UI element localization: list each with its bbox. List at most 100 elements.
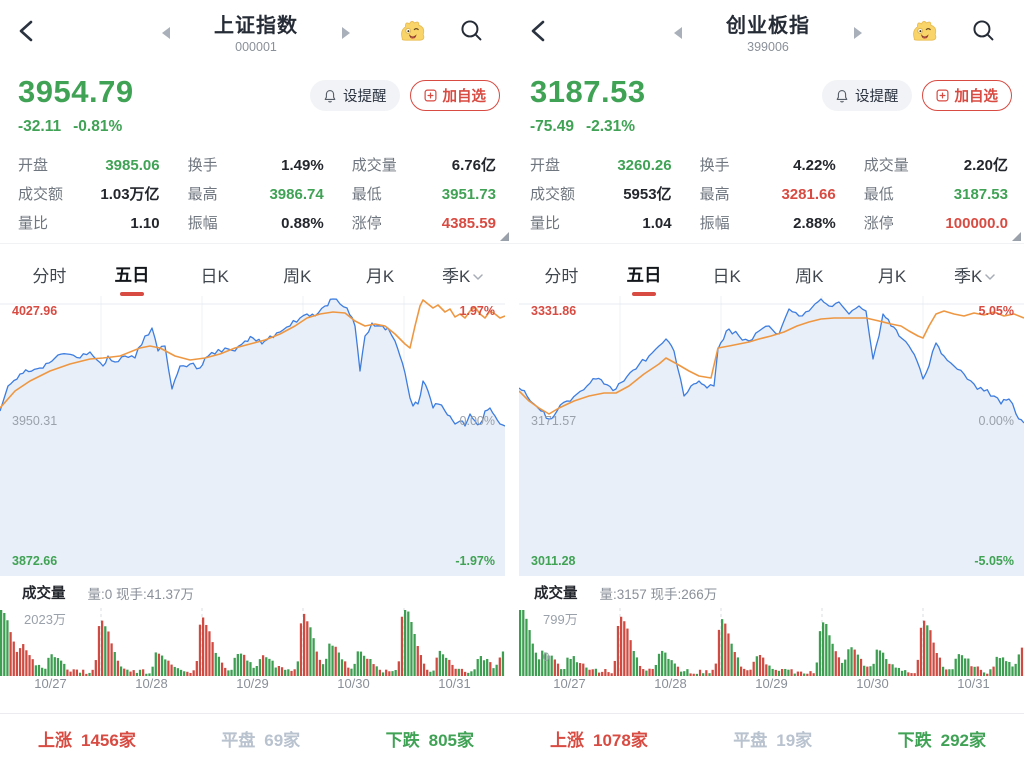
stat-label: 振幅 <box>699 215 730 232</box>
tab-2[interactable]: 日K <box>173 254 256 287</box>
stat-label: 开盘 <box>18 157 49 174</box>
action-buttons: 设提醒 加自选 <box>310 80 500 111</box>
x-axis: 10/27 10/28 10/29 10/30 10/31 <box>0 676 505 694</box>
volume-chart[interactable]: 799万 0 <box>519 606 1024 676</box>
index-price: 3187.53 <box>530 74 646 109</box>
change-value: -32.11 <box>18 118 62 135</box>
stat-value: 3986.74 <box>269 186 324 203</box>
chart-pct-mid-label: 0.00% <box>978 414 1014 428</box>
tab-label: 月K <box>877 267 907 286</box>
stat-label: 量比 <box>530 215 561 232</box>
tab-1[interactable]: 五日 <box>603 254 686 296</box>
x-axis-label: 10/31 <box>438 676 471 691</box>
tab-1[interactable]: 五日 <box>91 254 174 296</box>
stat-label: 成交额 <box>18 186 64 203</box>
stat-value: 3985.06 <box>105 157 160 174</box>
chart-mid-label: 3171.57 <box>531 414 577 428</box>
index-title: 上证指数 <box>214 15 298 37</box>
decliners-label: 下跌 <box>385 730 420 750</box>
x-axis-label: 10/29 <box>755 676 788 691</box>
x-axis-label: 10/29 <box>236 676 269 691</box>
stat-value: 3260.26 <box>617 157 672 174</box>
mascot-icon[interactable] <box>398 16 428 44</box>
set-alert-button[interactable]: 设提醒 <box>310 80 400 111</box>
stat-cell: 量比 1.10 <box>18 212 160 233</box>
change-percent: -0.81% <box>73 118 123 135</box>
volume-header: 成交量 量:0 现手:41.37万 <box>0 579 512 606</box>
chart-high-label: 3331.86 <box>531 304 577 318</box>
market-breadth: 上涨 1456家 平盘 69家 下跌 805家 <box>0 713 512 757</box>
x-axis-label: 10/27 <box>34 676 67 691</box>
tab-label: 五日 <box>626 265 662 285</box>
prev-index-arrow-icon[interactable] <box>674 27 682 39</box>
back-icon[interactable] <box>16 19 36 43</box>
advancers-count: 1456家 <box>81 730 136 750</box>
set-alert-button[interactable]: 设提醒 <box>822 80 912 111</box>
expand-stats-icon[interactable] <box>500 232 509 241</box>
change-value: -75.49 <box>530 118 574 135</box>
index-panel: 上证指数 000001 3954.79 -32.11 -0.81% <box>0 0 512 757</box>
stat-cell: 成交量 6.76亿 <box>352 154 496 175</box>
next-index-arrow-icon[interactable] <box>854 27 862 39</box>
chart-pct-high-label: 5.05% <box>978 304 1014 318</box>
stat-value: 3951.73 <box>441 186 496 203</box>
change-percent: -2.31% <box>585 118 636 135</box>
bell-icon <box>836 89 848 102</box>
plus-square-icon <box>424 89 436 102</box>
stat-value: 4.22% <box>793 157 836 174</box>
tab-label: 季K <box>442 267 471 286</box>
expand-stats-icon[interactable] <box>1012 232 1021 241</box>
tab-3[interactable]: 周K <box>256 254 339 287</box>
price-chart[interactable]: 3331.86 5.05% 3171.57 0.00% 3011.28 -5.0… <box>519 296 1024 576</box>
unchanged-count: 69家 <box>264 730 301 750</box>
tab-label: 季K <box>954 267 983 286</box>
stat-label: 量比 <box>18 215 49 232</box>
tab-0[interactable]: 分时 <box>8 254 91 287</box>
stat-label: 最高 <box>699 186 730 203</box>
unchanged-label: 平盘 <box>733 730 768 750</box>
volume-chart[interactable]: 2023万 <box>0 606 505 676</box>
chart-mid-label: 3950.31 <box>12 414 58 428</box>
tab-0[interactable]: 分时 <box>520 254 603 287</box>
tab-label: 分时 <box>544 267 579 286</box>
decliners: 下跌 805家 <box>386 726 474 751</box>
stat-label: 换手 <box>187 157 218 174</box>
x-axis-label: 10/31 <box>957 676 990 691</box>
add-watchlist-button[interactable]: 加自选 <box>409 80 500 111</box>
add-watchlist-label: 加自选 <box>954 89 999 105</box>
stat-cell: 最低 3187.53 <box>864 183 1008 204</box>
stat-label: 最高 <box>187 186 218 203</box>
chart-pct-high-label: 1.97% <box>459 304 495 318</box>
tab-label: 月K <box>365 267 395 286</box>
search-icon[interactable] <box>459 18 484 43</box>
back-icon[interactable] <box>528 19 548 43</box>
stat-cell: 开盘 3985.06 <box>18 154 160 175</box>
add-watchlist-button[interactable]: 加自选 <box>921 80 1012 111</box>
panel-header: 创业板指 399006 <box>512 0 1024 64</box>
volume-axis-zero-label: 0 <box>543 652 550 664</box>
tab-label: 周K <box>795 267 824 286</box>
volume-title: 成交量 <box>534 586 578 602</box>
volume-detail: 量:3157 现手:266万 <box>599 586 718 602</box>
stat-value: 1.49% <box>281 157 324 174</box>
tab-5[interactable]: 季K <box>421 254 504 287</box>
search-icon[interactable] <box>971 18 996 43</box>
x-axis-label: 10/30 <box>856 676 889 691</box>
mascot-icon[interactable] <box>910 16 940 44</box>
price-chart[interactable]: 4027.96 1.97% 3950.31 0.00% 3872.66 -1.9… <box>0 296 505 576</box>
next-index-arrow-icon[interactable] <box>342 27 350 39</box>
market-breadth: 上涨 1078家 平盘 19家 下跌 292家 <box>512 713 1024 757</box>
tab-4[interactable]: 月K <box>851 254 934 287</box>
tab-2[interactable]: 日K <box>685 254 768 287</box>
stat-cell: 最低 3951.73 <box>352 183 496 204</box>
prev-index-arrow-icon[interactable] <box>162 27 170 39</box>
x-axis-label: 10/28 <box>654 676 687 691</box>
tab-label: 日K <box>200 267 229 286</box>
tab-4[interactable]: 月K <box>339 254 422 287</box>
volume-axis-max-label: 799万 <box>543 612 578 627</box>
tab-3[interactable]: 周K <box>768 254 851 287</box>
stat-cell: 振幅 2.88% <box>700 212 836 233</box>
tab-5[interactable]: 季K <box>933 254 1016 287</box>
stat-label: 最低 <box>863 186 894 203</box>
index-change: -32.11 -0.81% <box>18 118 122 136</box>
